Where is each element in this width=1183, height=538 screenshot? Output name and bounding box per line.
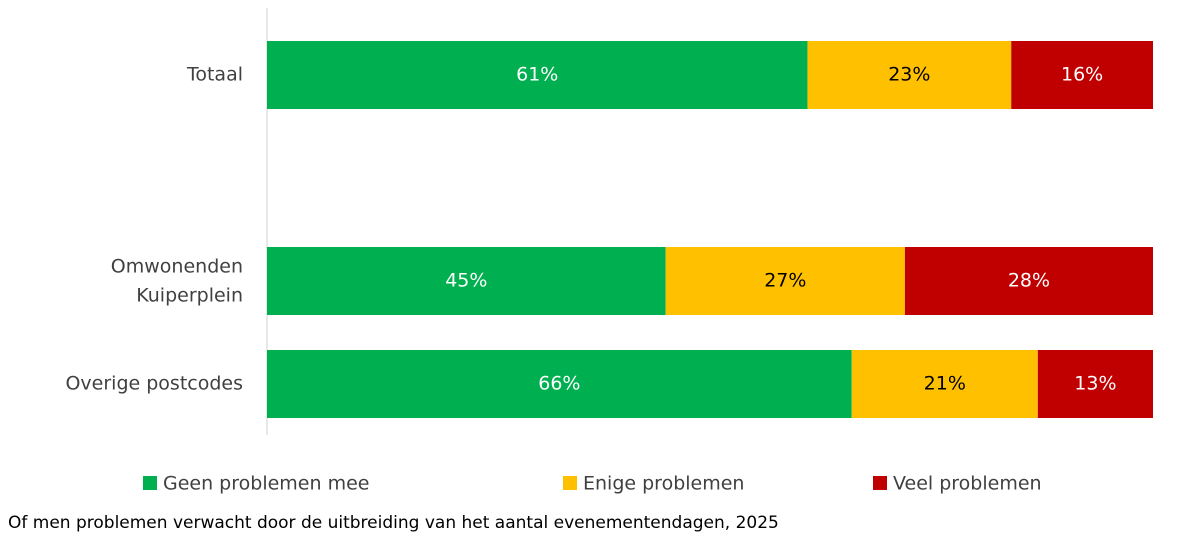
y-tick-label: Totaal [186,64,243,86]
bar-segment [665,247,905,315]
bar-segment [1037,350,1153,418]
legend-swatch [143,476,157,490]
data-label: 21% [924,373,966,395]
legend-label: Veel problemen [893,473,1042,495]
bar-segment [1011,41,1153,109]
legend-swatch [873,476,887,490]
legend-swatch [563,476,577,490]
data-label: 13% [1074,373,1116,395]
y-tick-label: Overige postcodes [65,373,243,395]
bar-segment [807,41,1012,109]
legend-label: Enige problemen [583,473,744,495]
data-label: 27% [764,270,806,292]
y-tick-label: Omwonenden Kuiperplein [111,255,243,306]
bar-segment [267,247,666,315]
data-label: 16% [1061,64,1103,86]
bar-segment [904,247,1153,315]
data-label: 45% [445,270,487,292]
bar-segment [267,41,808,109]
data-label: 23% [888,64,930,86]
data-label: 28% [1008,270,1050,292]
bar-segment [851,350,1038,418]
data-label: 61% [516,64,558,86]
bar-segment [267,350,852,418]
legend-label: Geen problemen mee [163,473,369,495]
data-label: 66% [538,373,580,395]
chart-caption: Of men problemen verwacht door de uitbre… [8,513,779,533]
